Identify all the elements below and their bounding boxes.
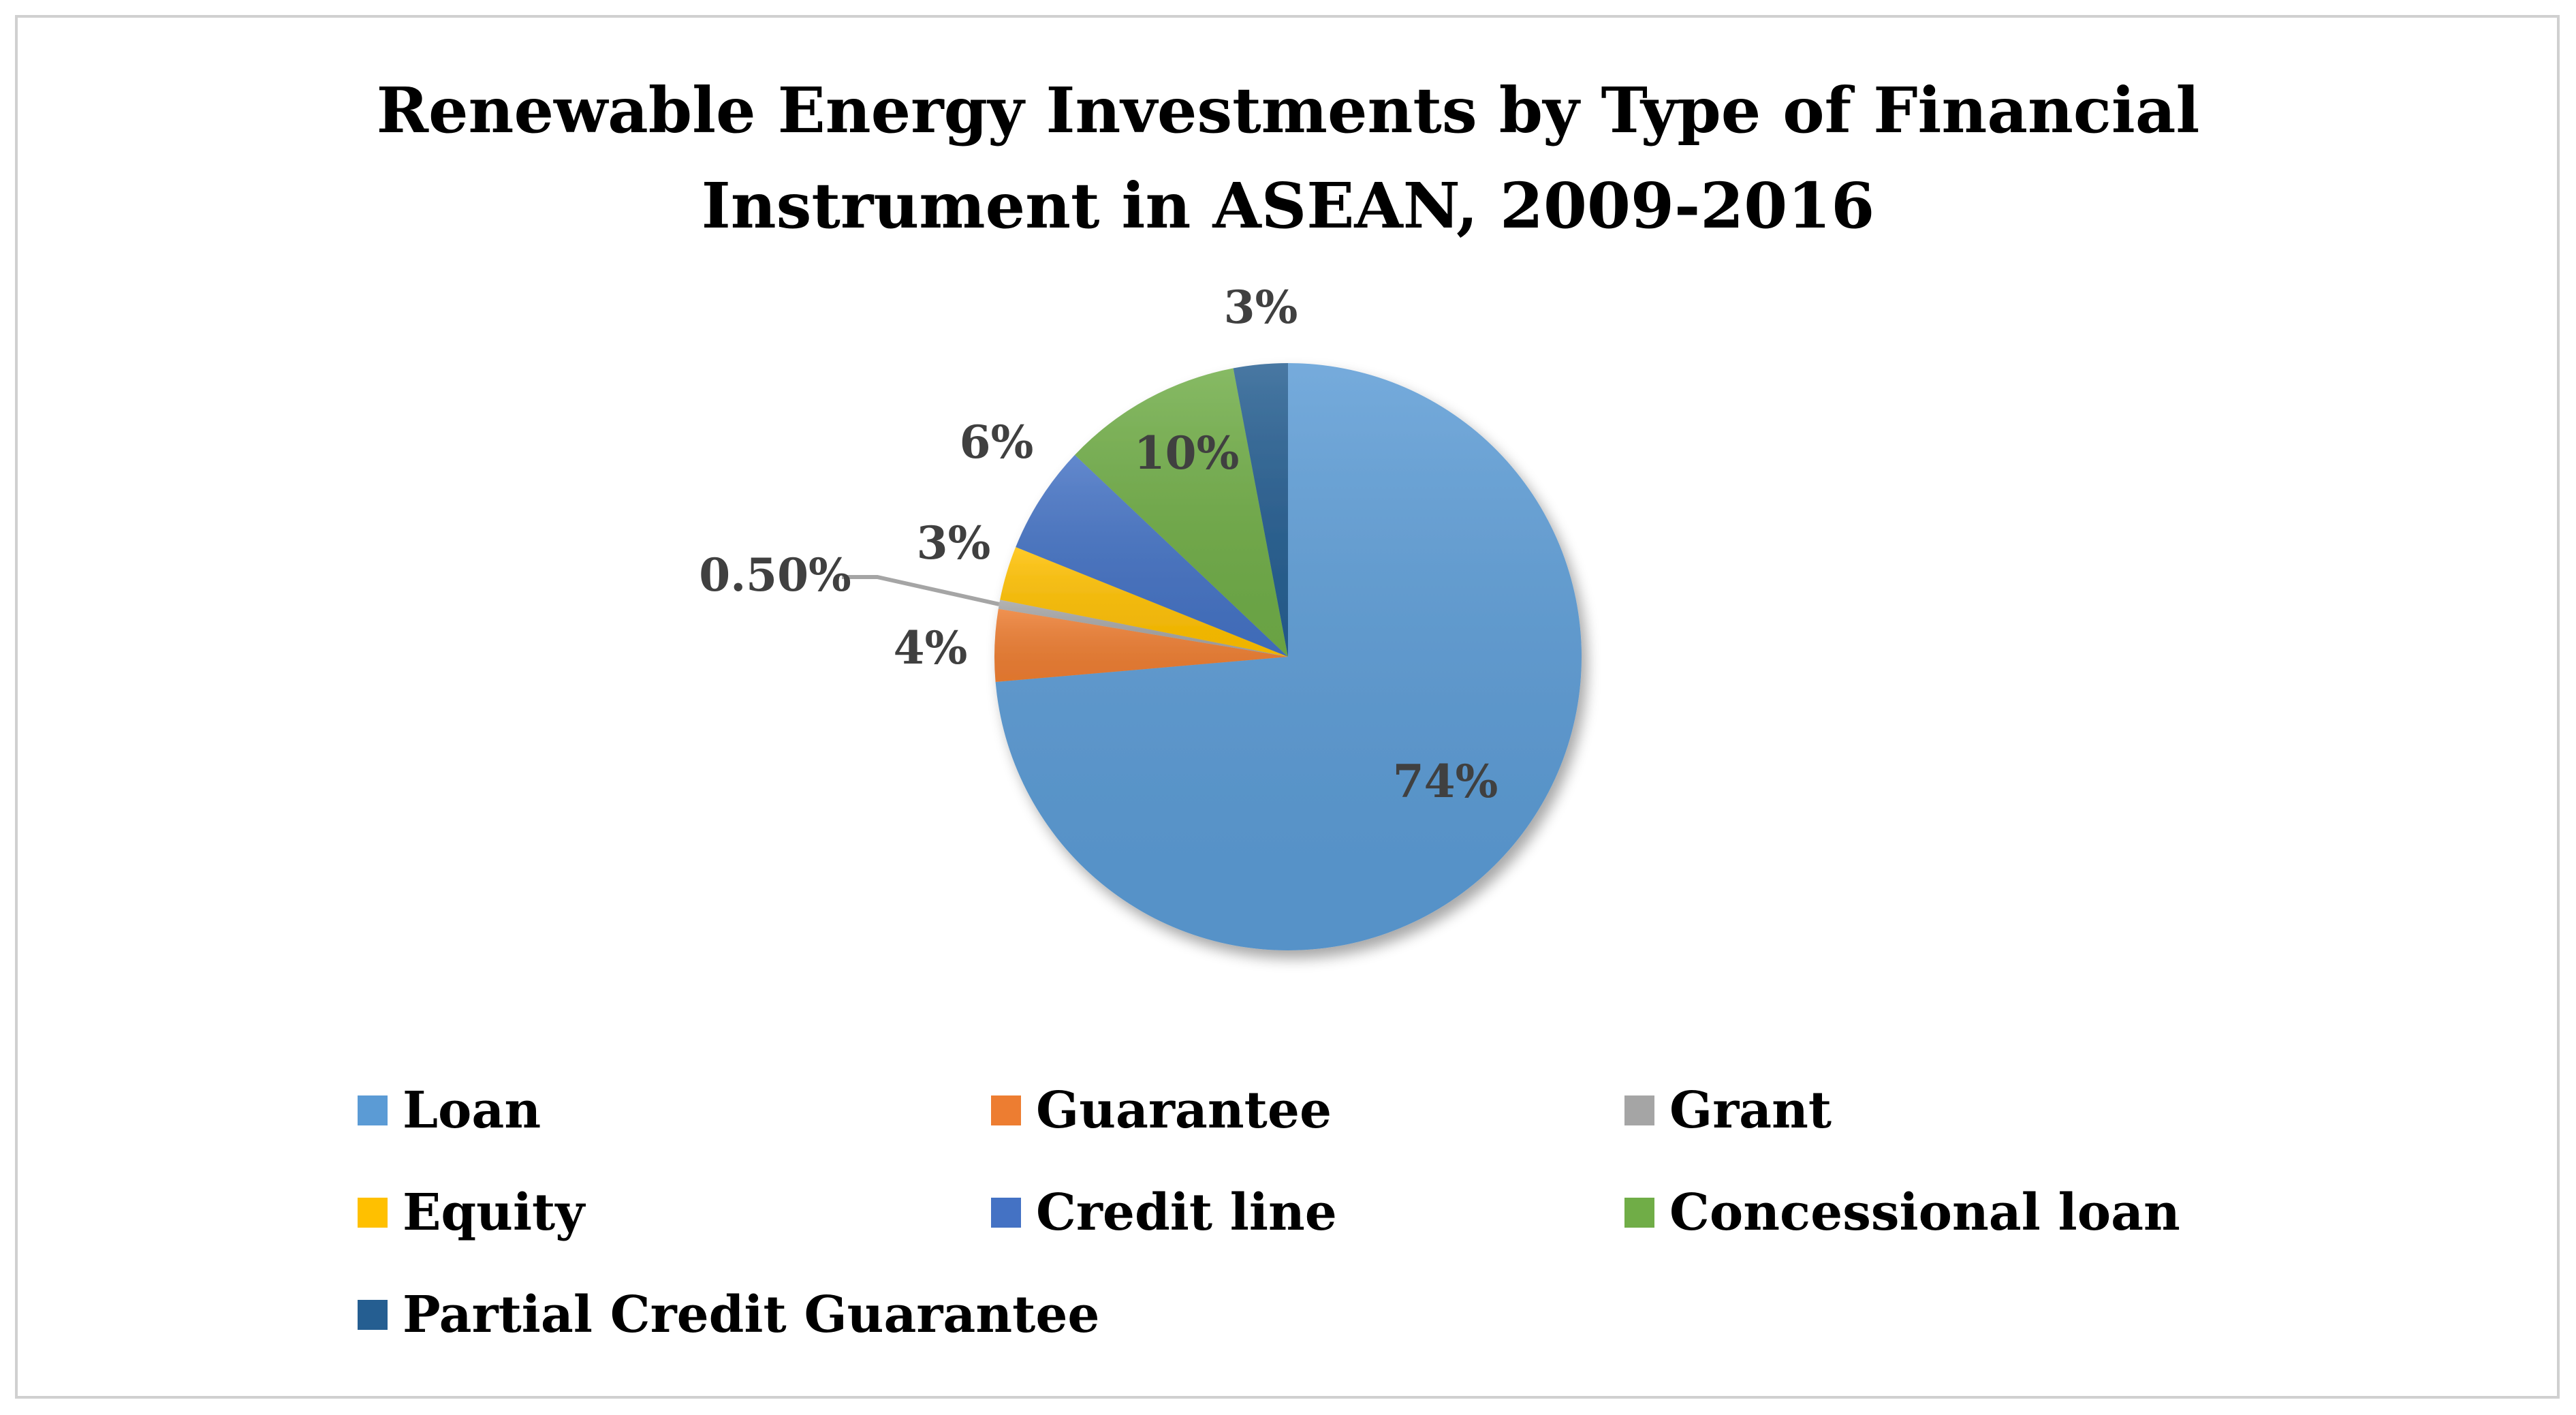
legend-item-partial-credit-guarantee: Partial Credit Guarantee	[358, 1281, 1100, 1349]
data-label-loan: 74%	[1393, 755, 1498, 808]
chart-title-line-2: Instrument in ASEAN, 2009-2016	[701, 169, 1875, 243]
legend-label: Concessional loan	[1669, 1183, 2180, 1242]
legend-label: Credit line	[1036, 1183, 1337, 1242]
data-label-grant: 0.50%	[699, 548, 851, 602]
legend-item-credit-line: Credit line	[991, 1179, 1337, 1247]
legend-swatch	[1624, 1095, 1654, 1125]
pie-slice-sheen	[998, 600, 1288, 657]
pie-slice-sheen	[1016, 454, 1288, 657]
pie-slice-sheen	[995, 363, 1582, 950]
data-labels: 74% 4% 0.50% 3% 6% 10% 3%	[699, 281, 1498, 808]
legend-item-loan: Loan	[358, 1076, 541, 1145]
legend-item-grant: Grant	[1624, 1076, 1832, 1145]
data-label-credit-line: 6%	[960, 416, 1034, 469]
legend-swatch	[358, 1300, 388, 1330]
legend-label: Partial Credit Guarantee	[403, 1286, 1100, 1344]
pie-slices	[994, 363, 1582, 950]
legend-label: Grant	[1669, 1081, 1832, 1140]
legend-label: Guarantee	[1036, 1081, 1332, 1140]
legend-swatch	[991, 1198, 1021, 1228]
pie-slice-sheen	[1000, 546, 1288, 657]
legend-item-concessional-loan: Concessional loan	[1624, 1179, 2180, 1247]
legend-item-equity: Equity	[358, 1179, 584, 1247]
legend-label: Equity	[403, 1183, 585, 1242]
leader-lines	[842, 575, 1000, 606]
legend-swatch	[358, 1095, 388, 1125]
legend-label: Loan	[403, 1081, 541, 1140]
pie-slice-sheen	[994, 608, 1288, 682]
legend-item-guarantee: Guarantee	[991, 1076, 1332, 1145]
data-label-partial-credit-guarantee: 3%	[1224, 281, 1298, 334]
chart-title: Renewable Energy Investments by Type of …	[0, 63, 2576, 253]
legend-swatch	[1624, 1198, 1654, 1228]
data-label-concessional-loan: 10%	[1134, 426, 1240, 480]
data-label-guarantee: 4%	[894, 621, 968, 674]
chart-title-line-1: Renewable Energy Investments by Type of …	[376, 74, 2200, 147]
data-label-equity: 3%	[917, 516, 991, 570]
pie-slice-sheen	[1075, 368, 1288, 657]
legend: Loan Guarantee Grant Equity Credit line Conce…	[358, 1076, 2537, 1376]
leader-line-grant	[842, 575, 1000, 606]
pie-slice-sheen	[1233, 363, 1288, 657]
legend-swatch	[358, 1198, 388, 1228]
legend-swatch	[991, 1095, 1021, 1125]
